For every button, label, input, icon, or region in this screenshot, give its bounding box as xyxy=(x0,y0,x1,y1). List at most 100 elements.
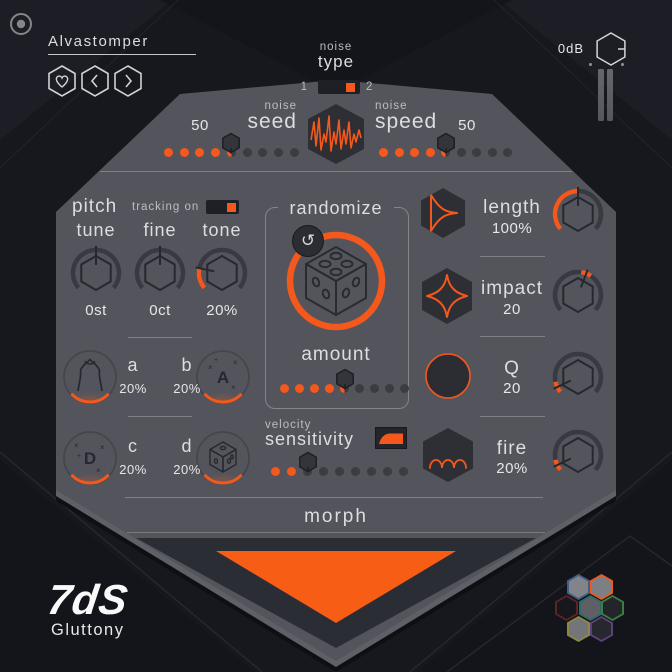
slider-dot[interactable] xyxy=(399,467,408,476)
slider-dot[interactable] xyxy=(195,148,205,157)
slider-dot[interactable] xyxy=(258,148,268,157)
morph-label: morph xyxy=(304,506,368,527)
slider-dot[interactable] xyxy=(425,148,435,157)
divider-top xyxy=(100,171,572,172)
cluster-hex[interactable] xyxy=(555,595,578,621)
noise-type-toggle[interactable] xyxy=(318,80,360,94)
slider-dot[interactable] xyxy=(410,148,419,157)
svg-text:×: × xyxy=(231,383,236,392)
slider-dot[interactable] xyxy=(310,384,319,393)
noise-type-option-2[interactable]: 2 xyxy=(366,81,374,93)
macro-d-value: 20% xyxy=(173,462,201,477)
macro-a-control[interactable] xyxy=(60,347,120,407)
velocity-curve-icon[interactable] xyxy=(375,427,407,449)
brand-logo: 7dS xyxy=(44,576,132,623)
level-meter-right xyxy=(607,69,613,121)
cluster-hex[interactable] xyxy=(590,574,613,600)
velocity-slider[interactable] xyxy=(271,451,421,483)
slider-handle[interactable] xyxy=(335,368,355,390)
slider-dot[interactable] xyxy=(242,148,252,157)
svg-text:×: × xyxy=(74,441,79,450)
pitch-section-label: pitch xyxy=(72,196,118,217)
slider-dot[interactable] xyxy=(379,148,388,157)
macro-b-control[interactable]: A × × × + xyxy=(193,347,253,407)
slider-dot[interactable] xyxy=(211,148,221,157)
slider-dot[interactable] xyxy=(319,467,328,476)
divider-right-3 xyxy=(480,416,545,417)
slider-dot[interactable] xyxy=(394,148,404,157)
tune-label: tune xyxy=(76,220,116,240)
slider-dot[interactable] xyxy=(289,148,299,157)
slider-dot[interactable] xyxy=(385,384,394,393)
cluster-hex[interactable] xyxy=(567,574,590,600)
gain-knob[interactable] xyxy=(592,29,630,69)
slider-dot[interactable] xyxy=(295,384,304,393)
noise-speed-value: 50 xyxy=(458,117,476,134)
slider-handle[interactable] xyxy=(436,132,456,154)
cluster-hex[interactable] xyxy=(601,595,624,621)
amount-label: amount xyxy=(301,344,371,365)
slider-dot[interactable] xyxy=(456,148,466,157)
slider-dot[interactable] xyxy=(325,384,334,393)
svg-text:×: × xyxy=(233,358,238,367)
noise-seed-value: 50 xyxy=(191,117,209,134)
slider-dot[interactable] xyxy=(335,467,344,476)
prev-preset-button[interactable] xyxy=(79,64,111,98)
morph-seam xyxy=(127,532,545,533)
slider-dot[interactable] xyxy=(355,384,364,393)
slider-dot[interactable] xyxy=(400,384,409,393)
length-envelope-icon xyxy=(421,188,465,238)
tone-knob[interactable] xyxy=(194,245,250,301)
randomize-ring[interactable] xyxy=(284,229,388,333)
noise-waveform-icon xyxy=(308,104,364,164)
slider-dot[interactable] xyxy=(383,467,392,476)
noise-speed-slider[interactable] xyxy=(379,132,524,164)
cluster-hex[interactable] xyxy=(590,616,613,642)
fire-knob[interactable] xyxy=(550,427,606,483)
randomize-reset-button[interactable]: ↺ xyxy=(292,225,324,257)
slider-dot[interactable] xyxy=(273,148,283,157)
length-label: length xyxy=(483,197,541,218)
macro-d-label: d xyxy=(181,436,193,456)
cluster-hex[interactable] xyxy=(567,616,590,642)
slider-dot[interactable] xyxy=(287,467,296,476)
slider-handle[interactable] xyxy=(298,451,318,473)
tone-label: tone xyxy=(202,220,242,240)
slider-dot[interactable] xyxy=(351,467,360,476)
tracking-toggle[interactable] xyxy=(206,200,239,214)
favorite-button[interactable] xyxy=(46,64,78,98)
macro-d-control[interactable] xyxy=(193,428,253,488)
noise-type-sublabel: noise xyxy=(319,41,353,53)
slider-dot[interactable] xyxy=(472,148,481,157)
noise-seed-slider[interactable] xyxy=(164,132,309,164)
svg-text:+: + xyxy=(214,357,218,364)
svg-text:×: × xyxy=(96,466,101,475)
length-knob[interactable] xyxy=(550,186,606,242)
length-value: 100% xyxy=(491,220,533,237)
tune-value: 0st xyxy=(85,302,107,319)
slider-dot[interactable] xyxy=(164,148,173,157)
slider-dot[interactable] xyxy=(280,384,289,393)
slider-dot[interactable] xyxy=(503,148,512,157)
macro-a-label: a xyxy=(127,355,139,375)
randomize-dice-icon[interactable] xyxy=(299,241,373,321)
macro-c-control[interactable]: D × × × + xyxy=(60,428,120,488)
fine-knob[interactable] xyxy=(132,245,188,301)
slider-dot[interactable] xyxy=(179,148,189,157)
q-knob[interactable] xyxy=(550,349,606,405)
next-preset-button[interactable] xyxy=(112,64,144,98)
tune-knob[interactable] xyxy=(68,245,124,301)
slider-handle[interactable] xyxy=(221,132,241,154)
torso-icon xyxy=(77,358,103,392)
slider-dot[interactable] xyxy=(370,384,379,393)
slider-dot[interactable] xyxy=(367,467,376,476)
q-value: 20 xyxy=(503,380,521,397)
amount-slider[interactable] xyxy=(280,368,420,400)
slider-dot[interactable] xyxy=(271,467,280,476)
noise-type-option-1[interactable]: 1 xyxy=(300,81,308,93)
slider-dot[interactable] xyxy=(487,148,497,157)
impact-knob[interactable] xyxy=(550,267,606,323)
cluster-hex[interactable] xyxy=(579,595,602,621)
divider-right-2 xyxy=(480,336,545,337)
